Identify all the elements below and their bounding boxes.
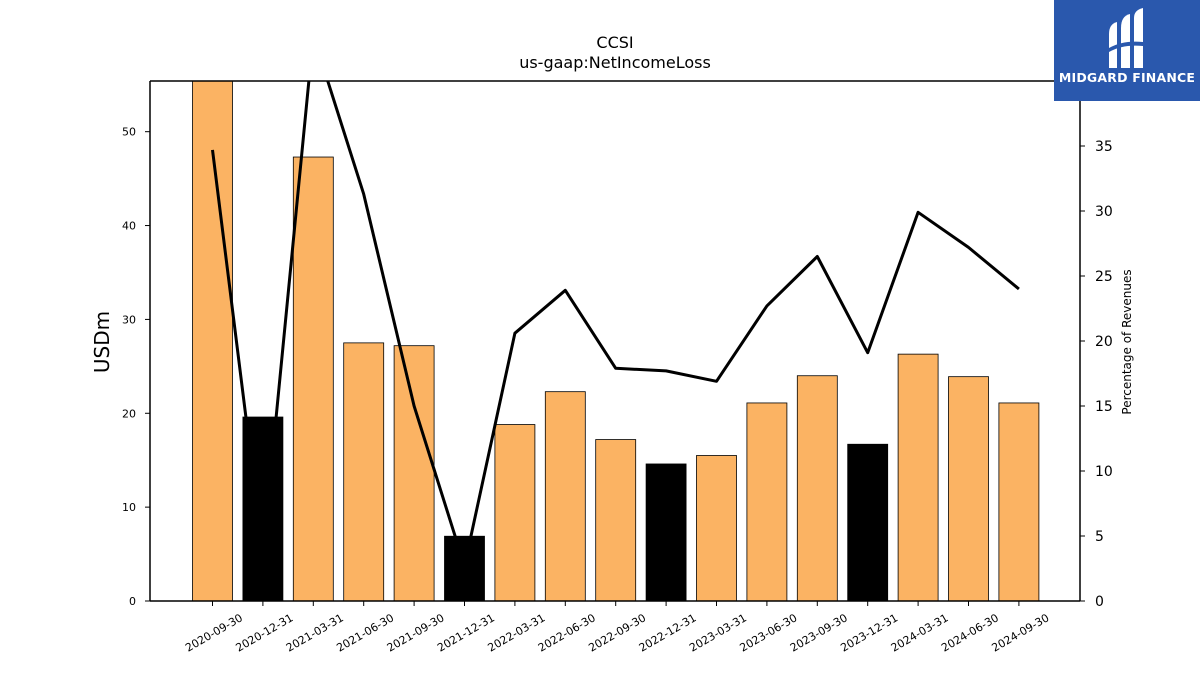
logo-text: MIDGARD FINANCE — [1058, 70, 1196, 85]
y-axis-label: USDm — [90, 311, 114, 373]
y2-tick-label: 30 — [1095, 204, 1113, 220]
y2-tick-label: 10 — [1095, 464, 1113, 480]
bar — [998, 402, 1040, 601]
bar — [948, 376, 989, 601]
y2-axis-label: Percentage of Revenues — [1120, 269, 1134, 414]
bar — [897, 353, 939, 601]
y2-tick-label: 0 — [1095, 594, 1104, 610]
bar — [343, 342, 385, 601]
bar — [192, 81, 233, 601]
y-tick-label: 20 — [122, 407, 136, 420]
bar — [595, 439, 637, 601]
chart-title: CCSI — [596, 33, 633, 52]
bar — [494, 424, 536, 601]
bar — [645, 463, 687, 601]
x-tick-label: 2024-09-30 — [990, 611, 1052, 654]
line-group — [211, 81, 1020, 568]
bar — [847, 443, 889, 601]
y2-tick-label: 15 — [1095, 399, 1113, 415]
bar — [444, 535, 485, 601]
y-tick-label: 0 — [129, 595, 136, 608]
brand-logo: MIDGARD FINANCE — [1054, 0, 1200, 101]
y-tick-label: 50 — [122, 126, 136, 139]
series-line — [211, 81, 1020, 568]
y-tick-label: 10 — [122, 501, 136, 514]
bar — [746, 402, 788, 601]
chart-subtitle: us-gaap:NetIncomeLoss — [519, 53, 711, 72]
y-tick-label: 30 — [122, 313, 136, 326]
bar — [796, 375, 838, 601]
y2-tick-label: 5 — [1095, 529, 1104, 545]
bar — [292, 156, 334, 601]
y2-tick-label: 25 — [1095, 269, 1113, 285]
bar — [393, 345, 435, 601]
bar — [696, 455, 737, 601]
logo-mark-icon — [1109, 8, 1143, 68]
y-tick-label: 40 — [122, 220, 136, 233]
y2-tick-label: 35 — [1095, 139, 1113, 155]
bars-group — [192, 81, 1040, 601]
bar — [544, 391, 586, 601]
y2-tick-label: 20 — [1095, 334, 1113, 350]
